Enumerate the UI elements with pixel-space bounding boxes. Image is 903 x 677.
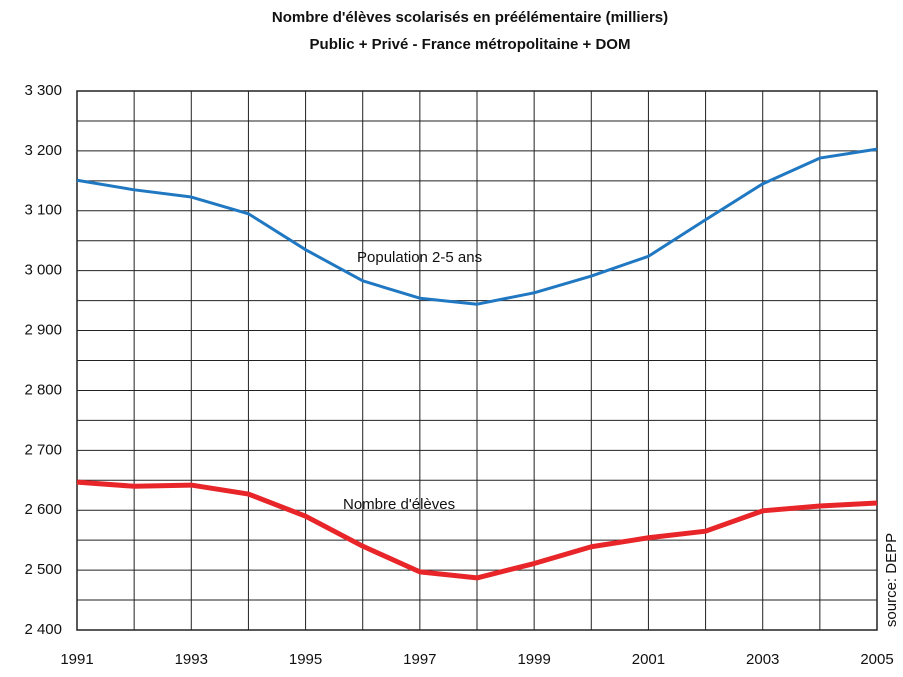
x-tick-label: 2003 bbox=[746, 651, 779, 668]
x-tick-label: 1997 bbox=[403, 651, 436, 668]
x-tick-label: 2005 bbox=[860, 651, 893, 668]
x-tick-label: 1991 bbox=[60, 651, 93, 668]
y-tick-label: 2 700 bbox=[24, 441, 62, 458]
y-tick-label: 2 900 bbox=[24, 322, 62, 339]
y-tick-label: 2 500 bbox=[24, 561, 62, 578]
x-tick-label: 1999 bbox=[517, 651, 550, 668]
plot-frame bbox=[76, 90, 878, 631]
y-tick-label: 2 600 bbox=[24, 501, 62, 518]
source: source: DEPP bbox=[883, 533, 900, 627]
chart-title: Nombre d'élèves scolarisés en préélément… bbox=[272, 9, 668, 26]
y-tick-label: 3 200 bbox=[24, 142, 62, 159]
x-tick-label: 1993 bbox=[175, 651, 208, 668]
series-label: Nombre d'élèves bbox=[343, 496, 455, 513]
chart-subtitle: Public + Privé - France métropolitaine +… bbox=[310, 36, 631, 53]
x-tick-label: 2001 bbox=[632, 651, 665, 668]
x-tick-label: 1995 bbox=[289, 651, 322, 668]
series-line bbox=[76, 147, 878, 306]
y-tick-label: 3 100 bbox=[24, 202, 62, 219]
y-tick-label: 3 300 bbox=[24, 82, 62, 99]
y-tick-label: 3 000 bbox=[24, 262, 62, 279]
y-tick-label: 2 400 bbox=[24, 621, 62, 638]
series-label: Population 2-5 ans bbox=[357, 249, 482, 266]
y-tick-label: 2 800 bbox=[24, 381, 62, 398]
series-line bbox=[76, 479, 878, 581]
